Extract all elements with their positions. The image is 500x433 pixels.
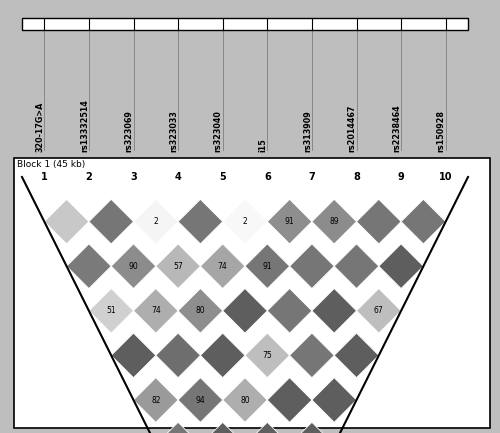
- Polygon shape: [200, 333, 245, 378]
- Polygon shape: [222, 288, 268, 333]
- Text: 91: 91: [262, 262, 272, 271]
- Text: 74: 74: [218, 262, 228, 271]
- Text: 320-17G>A: 320-17G>A: [36, 102, 44, 152]
- Text: 94: 94: [196, 395, 205, 404]
- Text: 74: 74: [151, 306, 160, 315]
- Polygon shape: [356, 288, 401, 333]
- Polygon shape: [334, 244, 379, 288]
- Polygon shape: [44, 199, 89, 244]
- Text: 80: 80: [240, 395, 250, 404]
- Text: i15: i15: [258, 138, 268, 152]
- Text: rs13332514: rs13332514: [80, 99, 89, 152]
- Polygon shape: [111, 333, 156, 378]
- Text: 90: 90: [128, 262, 138, 271]
- Polygon shape: [245, 244, 290, 288]
- Polygon shape: [268, 378, 312, 422]
- Polygon shape: [245, 333, 290, 378]
- Polygon shape: [89, 288, 134, 333]
- Text: 5: 5: [220, 172, 226, 182]
- Polygon shape: [356, 199, 401, 244]
- Text: rs323040: rs323040: [214, 110, 222, 152]
- Text: 4: 4: [174, 172, 182, 182]
- Polygon shape: [156, 422, 200, 433]
- Text: rs323069: rs323069: [124, 110, 134, 152]
- Polygon shape: [156, 244, 200, 288]
- Text: 89: 89: [330, 217, 339, 226]
- Polygon shape: [334, 333, 379, 378]
- Bar: [14, 158, 490, 428]
- Polygon shape: [111, 244, 156, 288]
- Polygon shape: [222, 378, 268, 422]
- Text: 7: 7: [308, 172, 316, 182]
- Polygon shape: [134, 288, 178, 333]
- Text: 51: 51: [106, 306, 116, 315]
- Polygon shape: [290, 333, 334, 378]
- Text: 80: 80: [196, 306, 205, 315]
- Text: 9: 9: [398, 172, 404, 182]
- Polygon shape: [156, 333, 200, 378]
- Text: 75: 75: [262, 351, 272, 360]
- Bar: [22, 18, 468, 30]
- Polygon shape: [178, 378, 222, 422]
- Polygon shape: [290, 422, 334, 433]
- Polygon shape: [379, 244, 424, 288]
- Text: rs150928: rs150928: [436, 110, 446, 152]
- Polygon shape: [134, 199, 178, 244]
- Polygon shape: [200, 422, 245, 433]
- Text: Block 1 (45 kb): Block 1 (45 kb): [17, 160, 85, 169]
- Text: rs2014467: rs2014467: [348, 105, 356, 152]
- Text: 57: 57: [173, 262, 183, 271]
- Text: 10: 10: [439, 172, 452, 182]
- Text: 2: 2: [154, 217, 158, 226]
- Polygon shape: [245, 422, 290, 433]
- Polygon shape: [200, 244, 245, 288]
- Polygon shape: [268, 199, 312, 244]
- Polygon shape: [290, 244, 334, 288]
- Polygon shape: [312, 378, 356, 422]
- Text: rs2238464: rs2238464: [392, 104, 401, 152]
- Text: rs313909: rs313909: [303, 110, 312, 152]
- Text: 6: 6: [264, 172, 270, 182]
- Text: 2: 2: [86, 172, 92, 182]
- Polygon shape: [222, 199, 268, 244]
- Polygon shape: [268, 288, 312, 333]
- Text: 91: 91: [285, 217, 294, 226]
- Polygon shape: [66, 244, 111, 288]
- Polygon shape: [401, 199, 446, 244]
- Text: 3: 3: [130, 172, 137, 182]
- Polygon shape: [312, 288, 356, 333]
- Polygon shape: [134, 378, 178, 422]
- Polygon shape: [178, 288, 222, 333]
- Polygon shape: [178, 199, 222, 244]
- Text: 2: 2: [242, 217, 248, 226]
- Text: 1: 1: [41, 172, 48, 182]
- Text: 82: 82: [151, 395, 160, 404]
- Polygon shape: [89, 199, 134, 244]
- Text: rs323033: rs323033: [169, 110, 178, 152]
- Text: 67: 67: [374, 306, 384, 315]
- Text: 8: 8: [353, 172, 360, 182]
- Polygon shape: [312, 199, 356, 244]
